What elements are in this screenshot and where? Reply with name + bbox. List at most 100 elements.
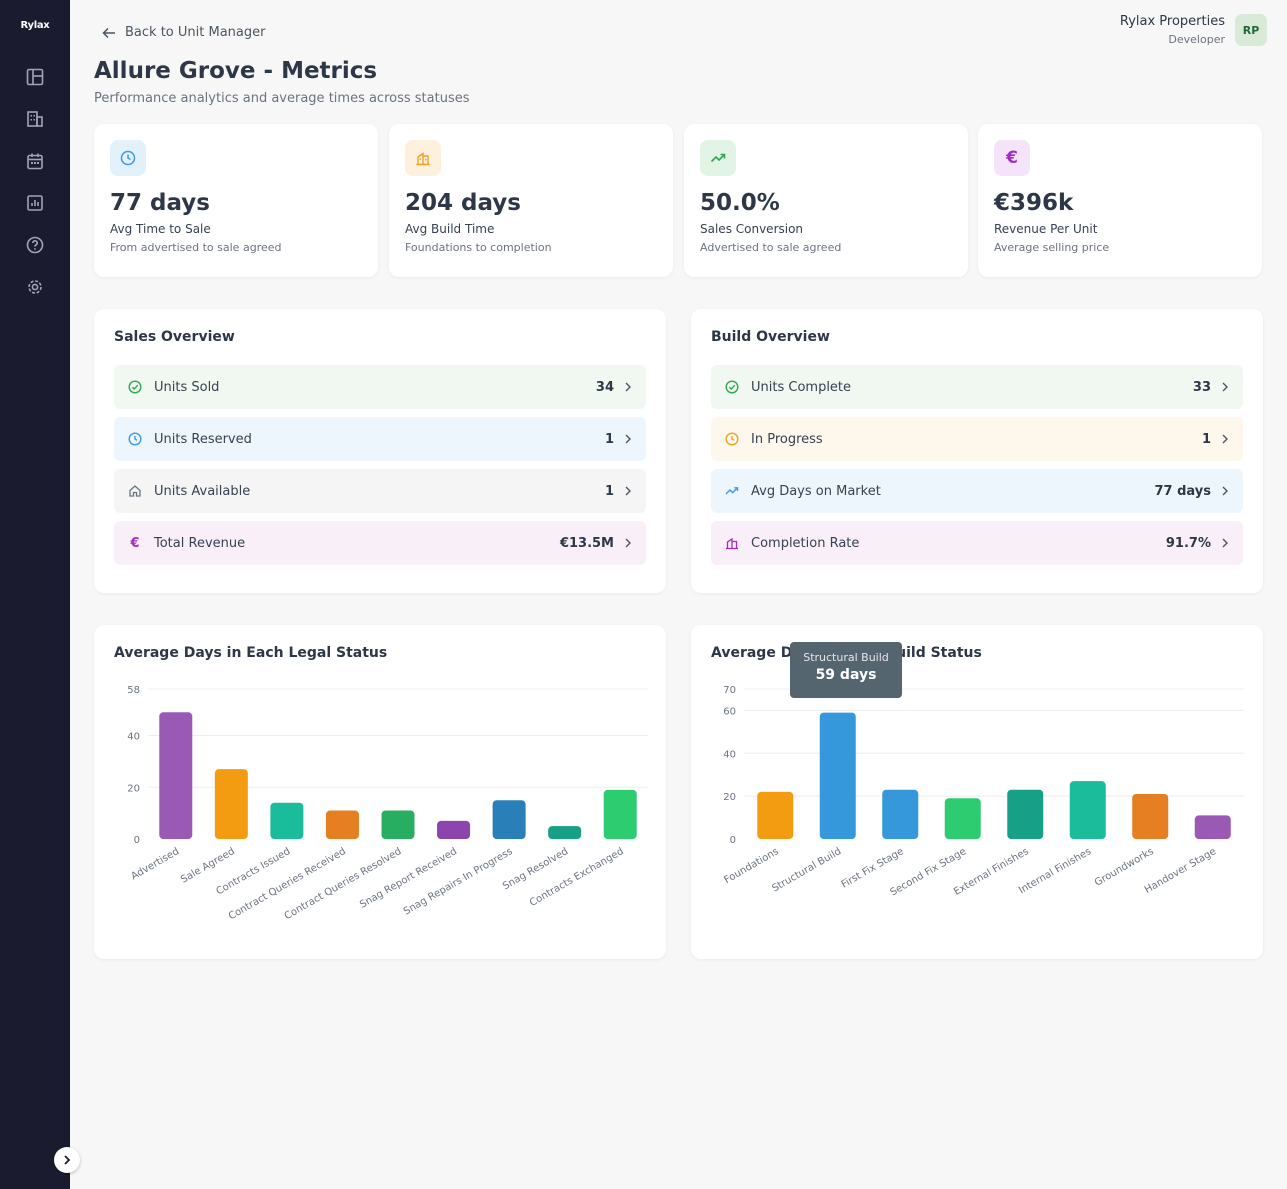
- row-value: 77 days: [1154, 483, 1211, 499]
- row-label: Units Available: [154, 483, 251, 499]
- row-label: Units Sold: [154, 379, 220, 395]
- y-tick-label: 20: [723, 792, 736, 803]
- y-tick-label: 0: [730, 835, 736, 846]
- trending-up-icon: [700, 140, 736, 176]
- kpi-card-time-to-sale: 77 days Avg Time to Sale From advertised…: [94, 124, 378, 277]
- y-tick-label: 20: [127, 783, 140, 794]
- bar-snag-report-received[interactable]: [437, 820, 471, 839]
- euro-icon: €: [130, 535, 140, 551]
- clock-icon: [110, 140, 146, 176]
- row-units-reserved[interactable]: Units Reserved 1: [114, 417, 646, 461]
- arrow-left-icon: [102, 27, 115, 38]
- kpi-value: 204 days: [405, 190, 521, 216]
- kpi-description: Average selling price: [994, 241, 1110, 254]
- y-tick-label: 40: [127, 732, 140, 743]
- trending-up-icon: [725, 484, 739, 498]
- row-value: 34: [595, 379, 614, 395]
- building-icon: [725, 536, 739, 550]
- bar-contracts-exchanged[interactable]: [603, 789, 637, 839]
- row-units-complete[interactable]: Units Complete 33: [711, 365, 1243, 409]
- chevron-right-icon: [64, 1155, 71, 1165]
- kpi-label: Avg Time to Sale: [110, 222, 211, 236]
- sidebar: Rylax: [0, 0, 80, 1189]
- row-avg-days-on-market[interactable]: Avg Days on Market 77 days: [711, 469, 1243, 513]
- chevron-right-icon: [1222, 538, 1228, 548]
- row-label: Units Complete: [751, 379, 852, 395]
- row-in-progress[interactable]: In Progress 1: [711, 417, 1243, 461]
- app-logo: Rylax: [20, 20, 50, 31]
- chevron-right-icon: [1222, 434, 1228, 444]
- kpi-value: €396k: [994, 190, 1074, 216]
- row-value: 1: [604, 483, 614, 499]
- user-info: Rylax Properties Developer: [1120, 14, 1225, 46]
- x-tick-label: Groundworks: [1093, 846, 1156, 889]
- kpi-description: Advertised to sale agreed: [700, 241, 842, 254]
- home-icon: [128, 484, 142, 498]
- kpi-description: From advertised to sale agreed: [110, 241, 282, 254]
- tooltip-title: Structural Build: [803, 651, 889, 664]
- bar-handover-stage[interactable]: [1194, 815, 1231, 839]
- sidebar-toggle-button[interactable]: [54, 1147, 80, 1173]
- legal-chart-title: Average Days in Each Legal Status: [114, 645, 388, 661]
- settings-icon[interactable]: [25, 277, 45, 297]
- kpi-label: Avg Build Time: [405, 222, 495, 236]
- x-tick-label: Structural Build: [770, 846, 843, 894]
- bar-snag-resolved[interactable]: [548, 826, 582, 839]
- building-icon: [405, 140, 441, 176]
- row-label: Units Reserved: [154, 431, 252, 447]
- kpi-label: Sales Conversion: [700, 222, 804, 236]
- kpi-value: 50.0%: [700, 190, 780, 216]
- clock-icon: [128, 432, 142, 446]
- check-circle-icon: [128, 380, 142, 394]
- kpi-label: Revenue Per Unit: [994, 222, 1098, 236]
- row-units-available[interactable]: Units Available 1: [114, 469, 646, 513]
- row-value: 33: [1192, 379, 1211, 395]
- bar-structural-build[interactable]: [819, 712, 856, 839]
- kpi-card-sales-conversion: 50.0% Sales Conversion Advertised to sal…: [684, 124, 968, 277]
- row-label: In Progress: [751, 431, 823, 447]
- avatar[interactable]: RP: [1235, 14, 1267, 46]
- bar-groundworks[interactable]: [1132, 794, 1169, 839]
- row-value: 91.7%: [1165, 535, 1211, 551]
- chevron-right-icon: [625, 382, 631, 392]
- tooltip-value: 59 days: [815, 667, 877, 683]
- back-link[interactable]: Back to Unit Manager: [102, 25, 265, 40]
- calendar-icon[interactable]: [25, 151, 45, 171]
- build-status-chart-panel: Average Days in Each Build Status 020406…: [691, 625, 1263, 959]
- kpi-description: Foundations to completion: [405, 241, 552, 254]
- bar-advertised[interactable]: [159, 712, 193, 839]
- bar-first-fix-stage[interactable]: [882, 789, 919, 839]
- row-units-sold[interactable]: Units Sold 34: [114, 365, 646, 409]
- bar-sale-agreed[interactable]: [214, 769, 248, 839]
- bar-snag-repairs-in-progress[interactable]: [492, 800, 526, 839]
- row-total-revenue[interactable]: € Total Revenue €13.5M: [114, 521, 646, 565]
- help-icon[interactable]: [25, 235, 45, 255]
- dashboard-icon[interactable]: [25, 67, 45, 87]
- x-tick-label: Advertised: [129, 846, 181, 882]
- y-tick-label: 40: [723, 749, 736, 760]
- bar-contract-queries-received[interactable]: [325, 810, 359, 839]
- bar-foundations[interactable]: [757, 791, 794, 839]
- clock-icon: [725, 432, 739, 446]
- chevron-right-icon: [625, 486, 631, 496]
- row-completion-rate[interactable]: Completion Rate 91.7%: [711, 521, 1243, 565]
- back-link-label: Back to Unit Manager: [125, 25, 266, 40]
- euro-icon: €: [994, 140, 1030, 176]
- bar-contract-queries-resolved[interactable]: [381, 810, 415, 839]
- y-tick-label: 60: [723, 706, 736, 717]
- bar-contracts-issued[interactable]: [270, 802, 304, 839]
- y-tick-label: 58: [127, 685, 140, 696]
- bar-external-finishes[interactable]: [1007, 789, 1044, 839]
- report-icon[interactable]: [25, 193, 45, 213]
- page-subtitle: Performance analytics and average times …: [94, 91, 470, 106]
- sales-overview-panel: Sales Overview Units Sold 34 Units Reser…: [94, 309, 666, 593]
- row-label: Completion Rate: [751, 535, 860, 551]
- bar-second-fix-stage[interactable]: [944, 798, 981, 839]
- bar-internal-finishes[interactable]: [1069, 781, 1106, 839]
- chart-tooltip: Structural Build 59 days: [790, 642, 902, 698]
- building-icon[interactable]: [25, 109, 45, 129]
- x-tick-label: Foundations: [722, 846, 780, 886]
- page-title: Allure Grove - Metrics: [94, 58, 378, 84]
